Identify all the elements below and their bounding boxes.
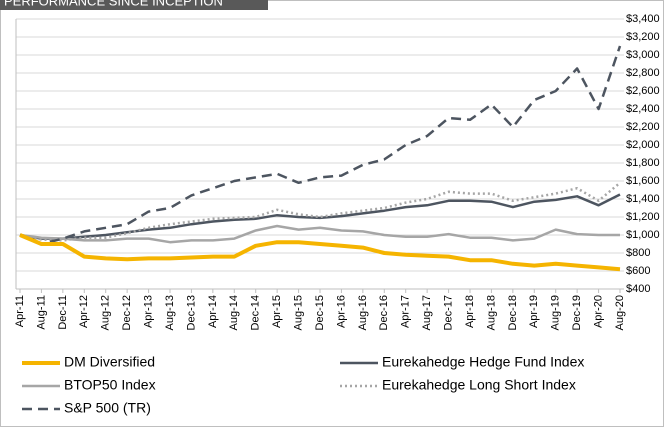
legend-label: BTOP50 Index xyxy=(64,377,156,393)
y-tick-label: $3,200 xyxy=(626,31,660,43)
x-tick-label: Dec-11 xyxy=(57,295,69,330)
x-tick-label: Dec-16 xyxy=(378,295,390,330)
series-line xyxy=(19,233,621,272)
x-tick-label: Aug-16 xyxy=(357,295,369,330)
x-tick-label: Aug-17 xyxy=(421,295,433,330)
x-tick-label: Dec-12 xyxy=(121,295,133,330)
x-tick-label: Dec-15 xyxy=(314,295,326,330)
x-tick-label: Aug-11 xyxy=(35,295,47,330)
y-tick-label: $1,000 xyxy=(626,229,660,241)
y-tick-label: $2,400 xyxy=(626,103,660,115)
x-tick-label: Aug-12 xyxy=(100,295,112,330)
y-tick-label: $1,600 xyxy=(626,175,660,187)
x-tick-label: Apr-19 xyxy=(528,295,540,328)
y-tick-label: $2,800 xyxy=(626,67,660,79)
y-tick-label: $1,200 xyxy=(626,211,660,223)
y-tick-label: $1,400 xyxy=(626,193,660,205)
x-tick-label: Apr-18 xyxy=(464,295,476,328)
x-tick-label: Apr-11 xyxy=(14,295,26,327)
x-tick-label: Dec-18 xyxy=(507,295,519,330)
x-tick-label: Apr-20 xyxy=(592,295,604,328)
x-tick-label: Aug-20 xyxy=(614,295,626,330)
series-line xyxy=(19,181,621,242)
chart-title: PERFORMANCE SINCE INCEPTION xyxy=(4,0,223,8)
x-tick-label: Apr-15 xyxy=(271,295,283,328)
x-tick-label: Dec-14 xyxy=(250,295,262,330)
x-tick-label: Dec-19 xyxy=(571,295,583,330)
x-tick-label: Apr-13 xyxy=(142,295,154,328)
x-tick-label: Aug-19 xyxy=(550,295,562,330)
x-tick-label: Aug-18 xyxy=(485,295,497,330)
x-tick-label: Apr-14 xyxy=(207,295,219,328)
x-tick-label: Aug-15 xyxy=(292,295,304,330)
y-tick-label: $2,600 xyxy=(626,85,660,97)
y-tick-label: $1,800 xyxy=(626,157,660,169)
y-tick-label: $400 xyxy=(626,283,650,295)
y-tick-label: $2,000 xyxy=(626,139,660,151)
y-tick-label: $2,200 xyxy=(626,121,660,133)
legend: DM Diversified Eurekahedge Hedge Fund Ind… xyxy=(22,354,584,416)
x-tick-label: Aug-13 xyxy=(164,295,176,330)
series-line xyxy=(19,45,622,246)
legend-label: S&P 500 (TR) xyxy=(64,400,151,416)
legend-label: Eurekahedge Hedge Fund Index xyxy=(382,354,584,370)
legend-label: Eurekahedge Long Short Index xyxy=(382,377,576,393)
y-tick-label: $3,400 xyxy=(626,13,660,25)
y-tick-label: $800 xyxy=(626,247,650,259)
x-tick-label: Dec-13 xyxy=(185,295,197,330)
x-tick-label: Dec-17 xyxy=(442,295,454,330)
x-tick-label: Apr-12 xyxy=(78,295,90,328)
header-bar xyxy=(0,0,268,10)
x-tick-label: Apr-17 xyxy=(400,295,412,328)
y-tick-label: $600 xyxy=(626,265,650,277)
x-tick-label: Aug-14 xyxy=(228,295,240,330)
series-line xyxy=(19,224,620,244)
x-tick-label: Apr-16 xyxy=(335,295,347,328)
y-tick-label: $3,000 xyxy=(626,49,660,61)
legend-label: DM Diversified xyxy=(64,354,155,370)
series-line xyxy=(19,193,621,240)
